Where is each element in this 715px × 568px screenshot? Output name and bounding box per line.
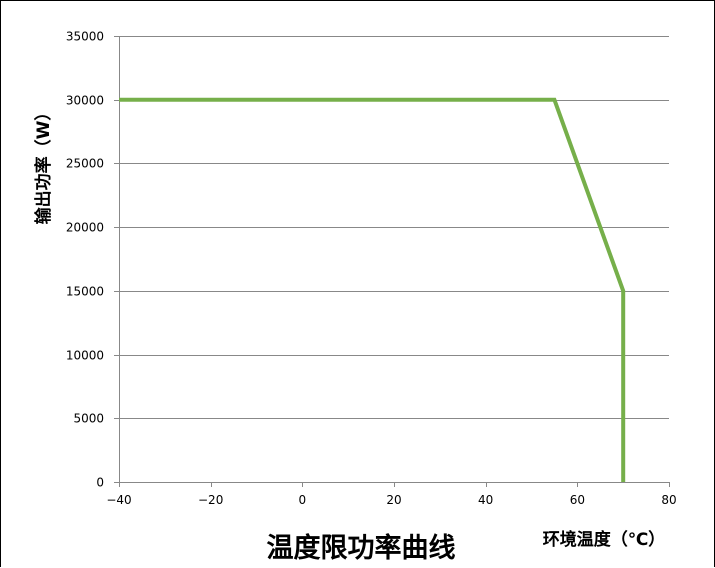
y-tick-label: 15000 [66,285,104,299]
y-axis-title: 输出功率（W） [33,104,54,225]
axes [114,36,670,487]
y-tick-label: 10000 [66,349,104,363]
series-line [119,97,626,482]
y-tick-label: 0 [96,476,104,490]
grid-lines [119,36,669,419]
x-tick-label: 0 [299,493,307,507]
y-tick-label: 35000 [66,30,104,44]
x-tick-label: 80 [661,493,676,507]
y-tick-label: 5000 [73,412,104,426]
x-axis-title: 环境温度（℃） [543,529,666,550]
x-tick-label: 20 [386,493,401,507]
x-tick-labels: −40 −20 0 20 40 60 80 [106,493,676,507]
x-tick-label: −20 [198,493,223,507]
x-tick-label: 40 [478,493,493,507]
series-lines [119,97,626,482]
chart-title: 温度限功率曲线 [267,532,456,564]
x-tick-label: −40 [106,493,131,507]
y-tick-label: 25000 [66,157,104,171]
y-tick-label: 20000 [66,221,104,235]
y-tick-label: 30000 [66,94,104,108]
y-tick-labels: 0 5000 10000 15000 20000 25000 30000 35000 [66,30,104,490]
x-tick-label: 60 [570,493,585,507]
